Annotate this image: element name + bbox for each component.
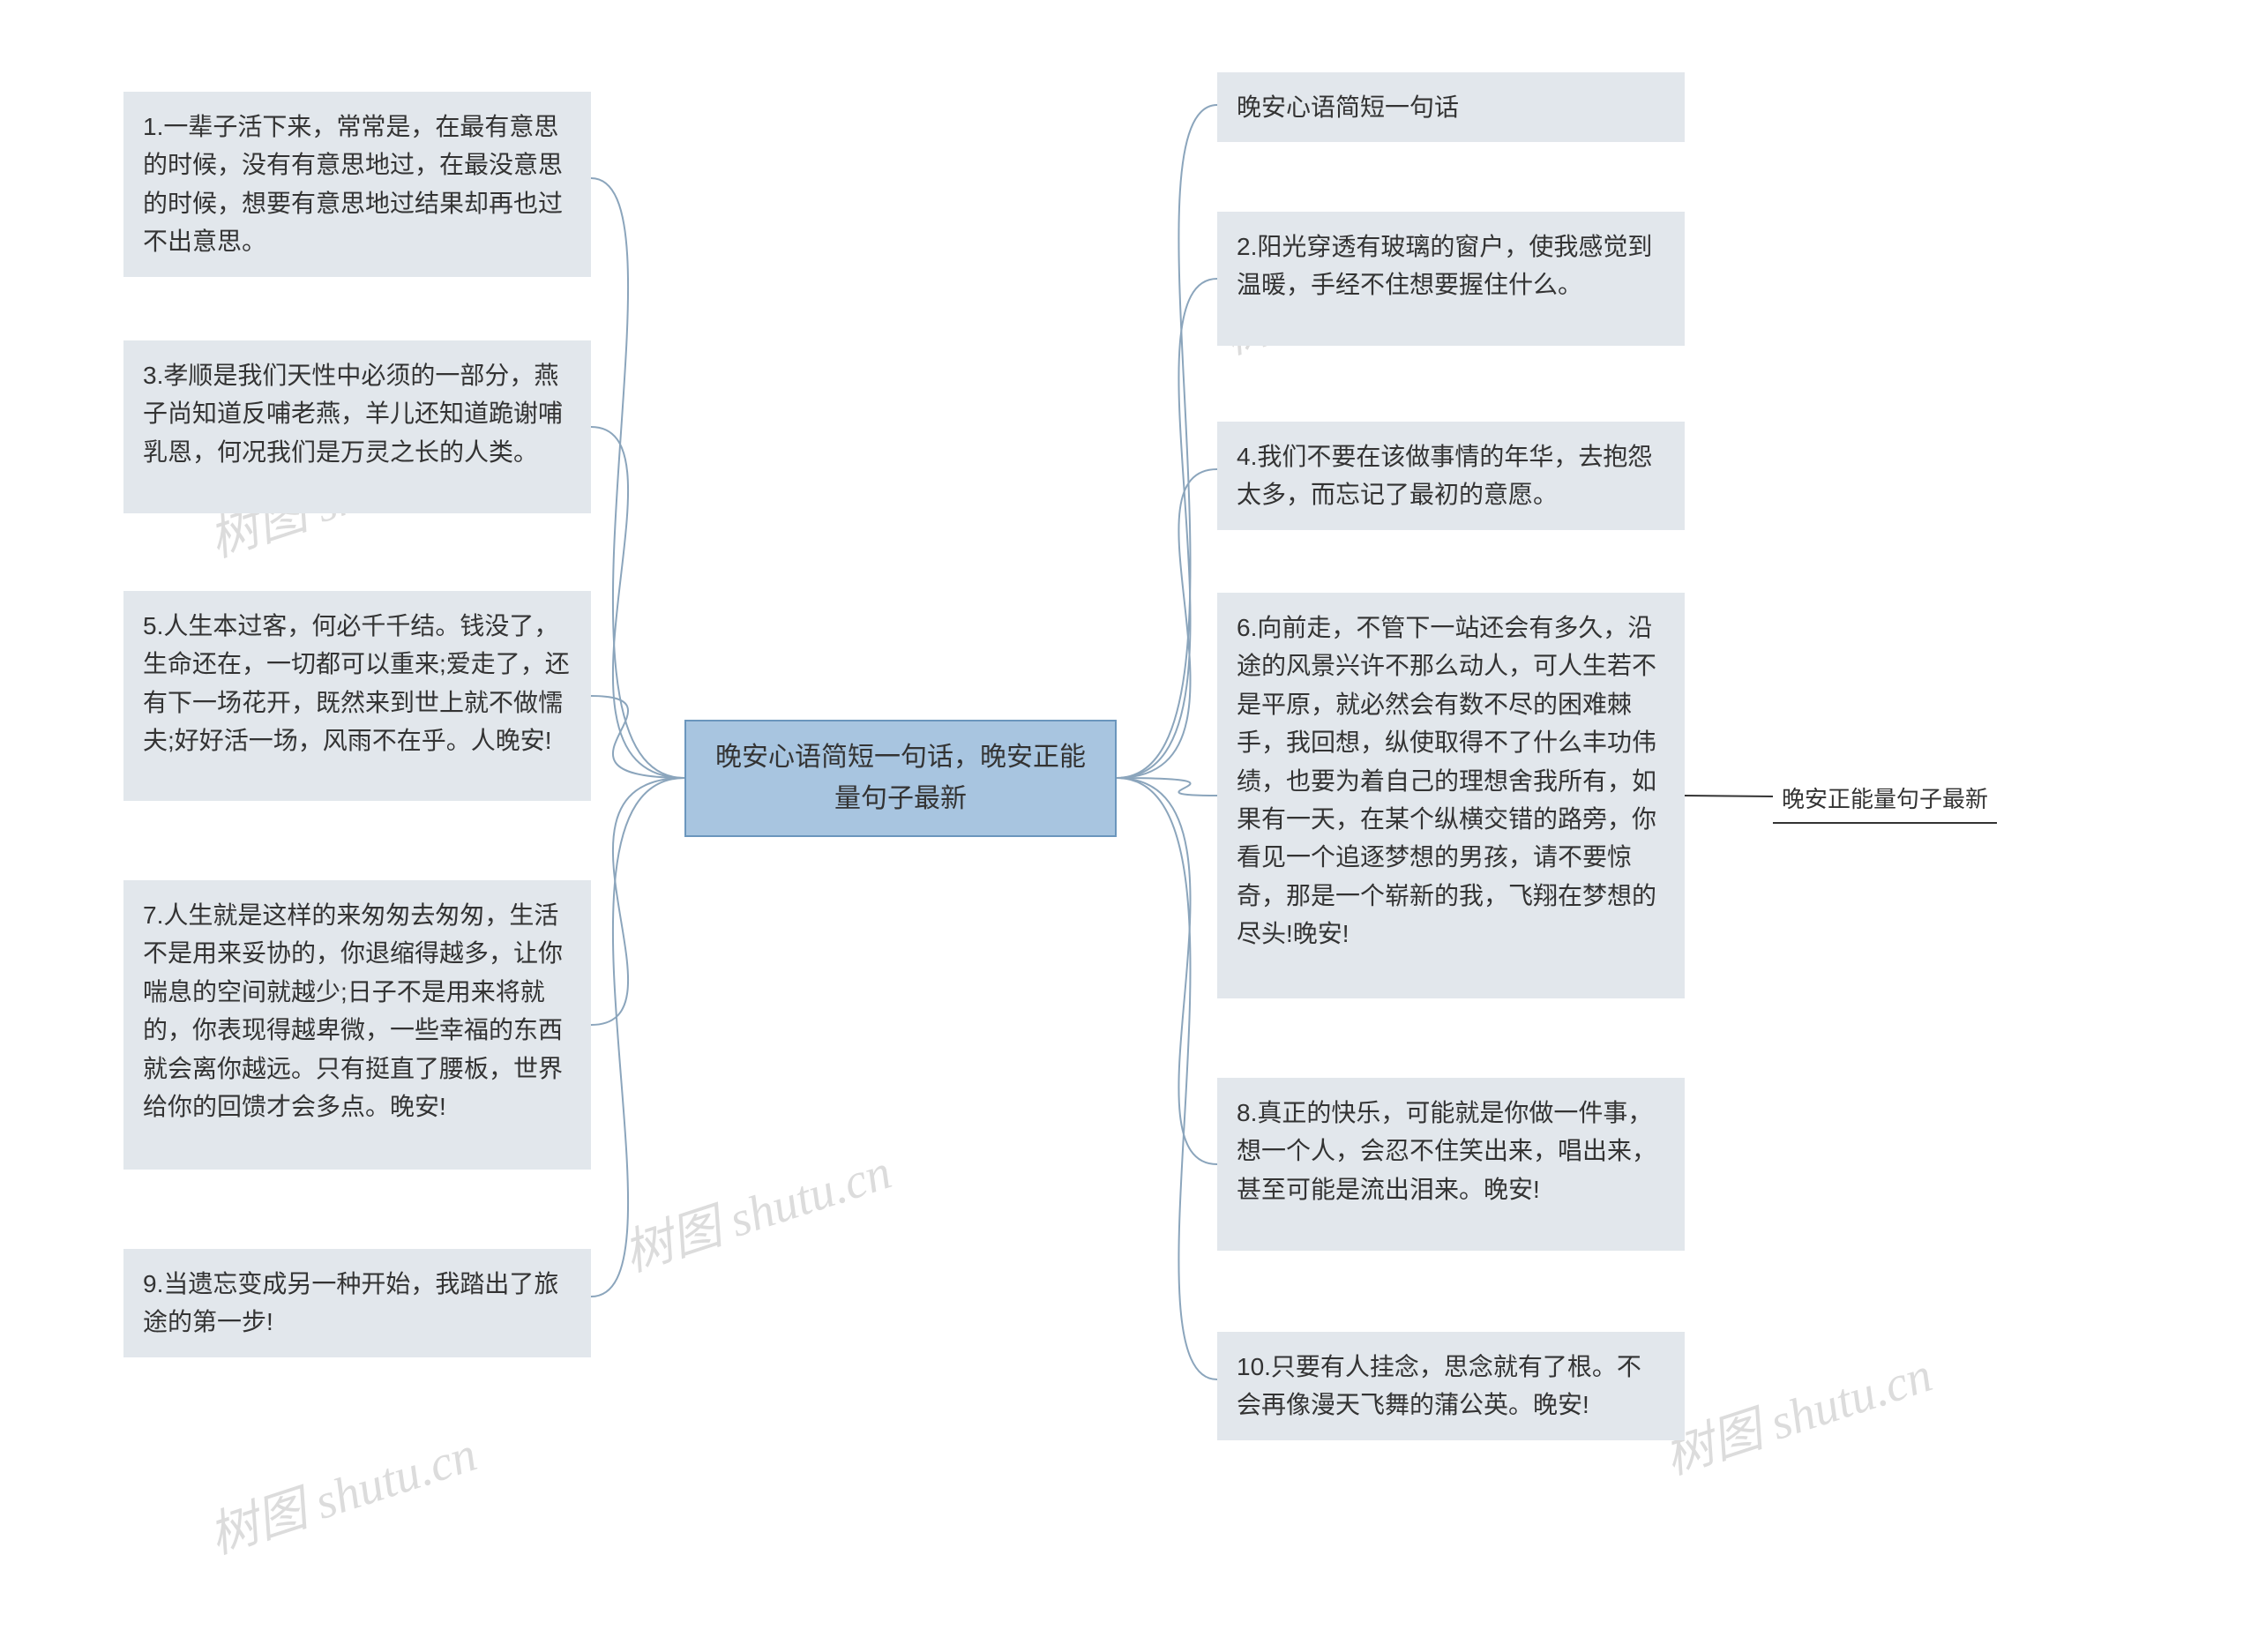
mindmap-canvas: 树图 shutu.cn树图 shutu.cn树图 shutu.cn树图 shut… — [0, 0, 2258, 1652]
sub-node-s6[interactable]: 晚安正能量句子最新 — [1773, 776, 1997, 824]
edge-l9 — [591, 778, 684, 1297]
watermark: 树图 shutu.cn — [198, 1414, 484, 1567]
child-node-r10[interactable]: 10.只要有人挂念，思念就有了根。不会再像漫天飞舞的蒲公英。晚安! — [1217, 1332, 1685, 1440]
edge-r6 — [1117, 778, 1217, 796]
center-node[interactable]: 晚安心语简短一句话，晚安正能量句子最新 — [684, 720, 1117, 837]
child-node-r6[interactable]: 6.向前走，不管下一站还会有多久，沿途的风景兴许不那么动人，可人生若不是平原，就… — [1217, 593, 1685, 998]
child-node-r2[interactable]: 2.阳光穿透有玻璃的窗户，使我感觉到温暖，手经不住想要握住什么。 — [1217, 212, 1685, 346]
child-node-r8[interactable]: 8.真正的快乐，可能就是你做一件事，想一个人，会忍不住笑出来，唱出来，甚至可能是… — [1217, 1078, 1685, 1251]
edge-r4 — [1117, 469, 1217, 778]
edge-l5 — [591, 696, 684, 778]
child-node-r0[interactable]: 晚安心语简短一句话 — [1217, 72, 1685, 142]
child-node-l3[interactable]: 3.孝顺是我们天性中必须的一部分，燕子尚知道反哺老燕，羊儿还知道跪谢哺乳恩，何况… — [123, 340, 591, 513]
edge-r2 — [1117, 279, 1217, 778]
edge-l7 — [591, 778, 684, 1025]
child-node-l1[interactable]: 1.一辈子活下来，常常是，在最有意思的时候，没有有意思地过，在最没意思的时候，想… — [123, 92, 591, 277]
edge-r8 — [1117, 778, 1217, 1164]
child-node-l7[interactable]: 7.人生就是这样的来匆匆去匆匆，生活不是用来妥协的，你退缩得越多，让你喘息的空间… — [123, 880, 591, 1170]
edge-l1 — [591, 178, 684, 778]
watermark: 树图 shutu.cn — [1654, 1334, 1940, 1488]
child-node-l5[interactable]: 5.人生本过客，何必千千结。钱没了，生命还在，一切都可以重来;爱走了，还有下一场… — [123, 591, 591, 801]
child-node-r4[interactable]: 4.我们不要在该做事情的年华，去抱怨太多，而忘记了最初的意愿。 — [1217, 422, 1685, 530]
edge-r0 — [1117, 105, 1217, 778]
edge-l3 — [591, 427, 684, 778]
edge-r10 — [1117, 778, 1217, 1379]
child-node-l9[interactable]: 9.当遗忘变成另一种开始，我踏出了旅途的第一步! — [123, 1249, 591, 1357]
watermark: 树图 shutu.cn — [613, 1132, 899, 1285]
